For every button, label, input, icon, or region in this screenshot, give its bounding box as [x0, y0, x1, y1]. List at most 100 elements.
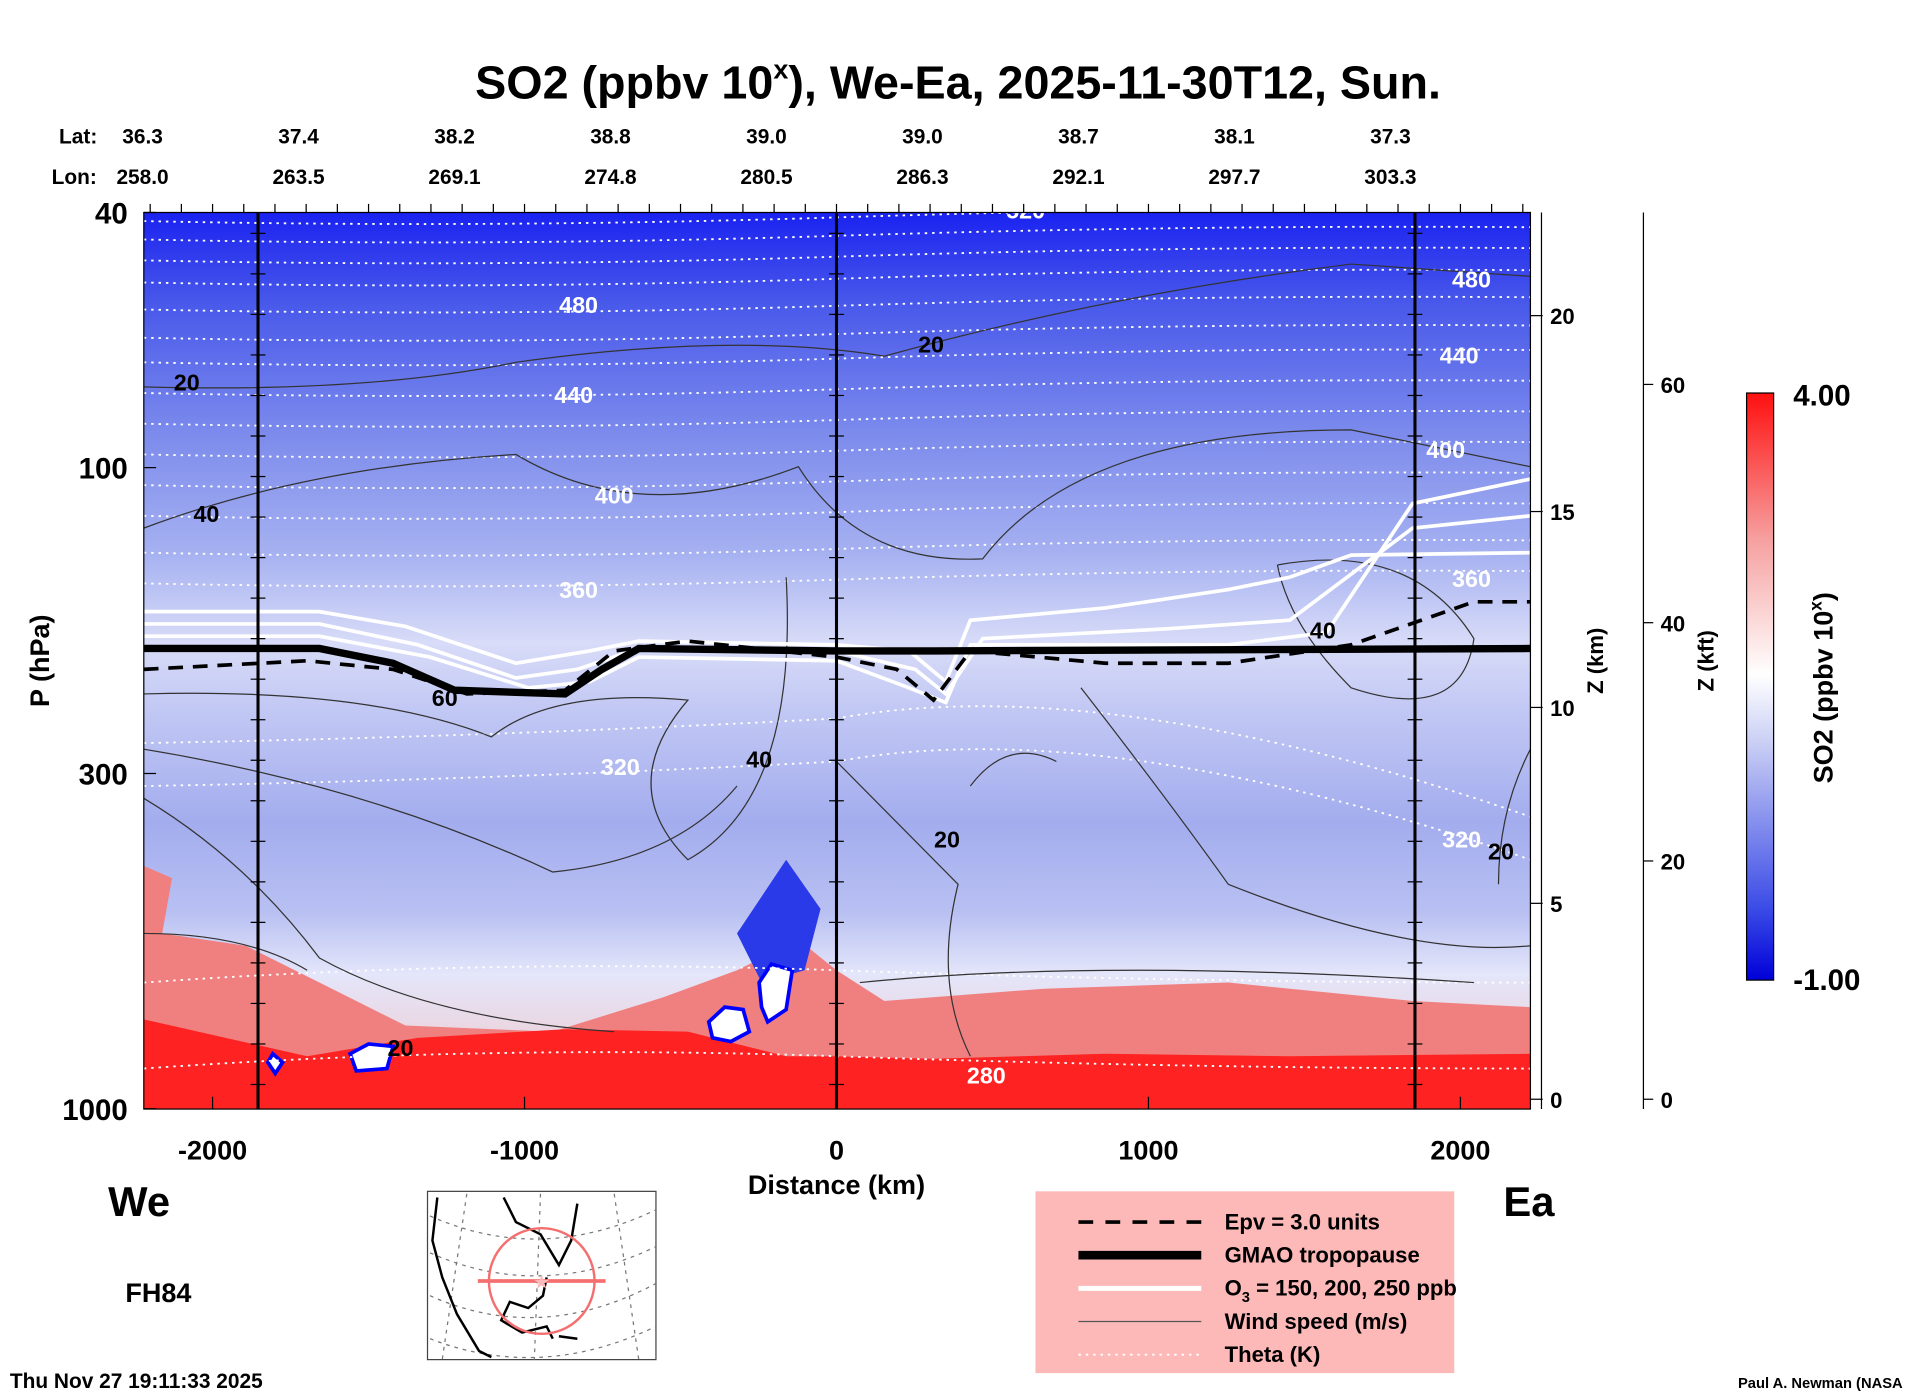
- lat-value: 37.3: [1370, 126, 1411, 149]
- x-tick-label: -1000: [490, 1135, 559, 1165]
- wind-speed-contour: [859, 969, 1474, 984]
- center-star-icon: ★: [533, 1271, 551, 1293]
- theta-contour-label: 280: [967, 1062, 1006, 1088]
- lat-value: 38.2: [434, 126, 475, 149]
- legend-label: O3 = 150, 200, 250 ppb: [1225, 1276, 1457, 1306]
- z-km-tick-label: 15: [1550, 500, 1575, 525]
- legend-label: Theta (K): [1225, 1342, 1321, 1367]
- lon-label: Lon:: [52, 166, 97, 189]
- theta-contour-label: 320: [1442, 826, 1481, 852]
- east-end-label: Ea: [1503, 1178, 1555, 1225]
- wind-speed-contour: [1080, 687, 1531, 949]
- so2-low-patch: [737, 859, 821, 983]
- lat-label: Lat:: [59, 126, 97, 149]
- y-tick-label: 100: [79, 453, 128, 486]
- wind-speed-contour: [143, 429, 1531, 560]
- theta-contour-label: 520: [1006, 198, 1045, 224]
- z-kft-tick-label: 20: [1661, 850, 1686, 875]
- lon-value: 258.0: [116, 166, 168, 189]
- lon-value: 274.8: [584, 166, 636, 189]
- wind-speed-contour: [1276, 559, 1475, 700]
- colorbar-max-label: 4.00: [1793, 379, 1850, 412]
- lat-value: 39.0: [902, 126, 943, 149]
- wind-contour-label: 20: [1488, 839, 1514, 865]
- theta-contour-label: 440: [554, 382, 593, 408]
- wind-contour-label: 40: [193, 501, 219, 527]
- lat-value: 38.8: [590, 126, 631, 149]
- tropopause-line: [143, 644, 1531, 698]
- theta-contour-label: 400: [595, 483, 634, 509]
- coastline: [431, 1196, 579, 1359]
- lon-value: 263.5: [272, 166, 325, 189]
- z-kft-tick-label: 0: [1661, 1088, 1673, 1113]
- wind-speed-contour: [143, 577, 788, 861]
- legend-label: Epv = 3.0 units: [1225, 1209, 1380, 1234]
- location-minimap: ★: [426, 1190, 657, 1361]
- y-axis-label: P (hPa): [25, 614, 55, 707]
- wind-contour-label: 20: [934, 826, 960, 852]
- west-end-label: We: [108, 1178, 170, 1225]
- wind-speed-contour: [143, 748, 1531, 971]
- lat-value: 36.3: [122, 126, 163, 149]
- lat-value: 38.1: [1214, 126, 1255, 149]
- theta-contour-label: 320: [601, 754, 640, 780]
- lon-value: 280.5: [740, 166, 793, 189]
- colorbar-label: SO2 (ppbv 10x): [1806, 592, 1839, 783]
- wind-speed-contour: [143, 748, 738, 873]
- x-tick-label: -2000: [178, 1135, 247, 1165]
- z-km-tick-label: 10: [1550, 696, 1575, 721]
- credit: Paul A. Newman (NASA: [1738, 1376, 1903, 1392]
- lat-value: 38.7: [1058, 126, 1099, 149]
- so2-low-patch: [265, 961, 795, 1077]
- z-kft-axis-label: Z (kft): [1693, 630, 1718, 691]
- x-tick-label: 0: [829, 1135, 844, 1165]
- y-tick-label: 40: [95, 198, 128, 231]
- theta-contour-label: 360: [1452, 566, 1491, 592]
- forecast-hour: FH84: [125, 1278, 191, 1308]
- lon-value: 292.1: [1052, 166, 1105, 189]
- x-tick-label: 1000: [1118, 1135, 1178, 1165]
- wind-contour-label: 40: [746, 747, 772, 773]
- timestamp: Thu Nov 27 19:11:33 2025: [10, 1370, 263, 1393]
- wind-contour-label: 20: [174, 370, 200, 396]
- ozone-contour: [143, 477, 1531, 705]
- lon-value: 286.3: [896, 166, 948, 189]
- epv-line: [143, 599, 1531, 703]
- ozone-contour: [143, 514, 1531, 697]
- x-tick-label: 2000: [1430, 1135, 1490, 1165]
- wind-speed-contour: [143, 797, 615, 1033]
- wind-speed-contour: [836, 752, 1057, 1057]
- z-kft-tick-label: 40: [1661, 611, 1686, 636]
- wind-contour-label: 40: [1310, 618, 1336, 644]
- z-kft-tick-label: 60: [1661, 373, 1686, 398]
- theta-contour-label: 400: [1426, 437, 1465, 463]
- legend: Epv = 3.0 units GMAO tropopause O3 = 150, …: [1035, 1191, 1457, 1374]
- legend-label: Wind speed (m/s): [1225, 1309, 1408, 1334]
- lon-value: 269.1: [428, 166, 481, 189]
- theta-contour-label: 360: [559, 577, 598, 603]
- chart-title: SO2 (ppbv 10x), We-Ea, 2025-11-30T12, Su…: [475, 55, 1441, 109]
- y-tick-label: 300: [79, 759, 128, 792]
- wind-contour-label: 20: [388, 1035, 414, 1061]
- z-km-tick-label: 20: [1550, 304, 1575, 329]
- lat-value: 39.0: [746, 126, 787, 149]
- y-tick-label: 1000: [62, 1094, 128, 1127]
- x-axis-label: Distance (km): [748, 1170, 925, 1200]
- lon-value: 297.7: [1208, 166, 1260, 189]
- lon-value: 303.3: [1364, 166, 1416, 189]
- colorbar: [1745, 392, 1775, 981]
- wind-speed-contour: [143, 263, 1531, 389]
- colorbar-min-label: -1.00: [1793, 964, 1860, 997]
- wind-contour-label: 20: [918, 331, 944, 357]
- lat-value: 37.4: [278, 126, 319, 149]
- theta-contour-label: 440: [1440, 343, 1479, 369]
- plot-area: 520 480 440 400 360 320 320 280 480 440 400 360 20 40…: [143, 198, 1531, 1110]
- legend-label: GMAO tropopause: [1225, 1243, 1420, 1268]
- theta-contour-label: 480: [1452, 266, 1491, 292]
- theta-contour-label: 480: [559, 292, 598, 318]
- z-km-tick-label: 0: [1550, 1088, 1562, 1113]
- z-km-axis-label: Z (km): [1583, 628, 1608, 694]
- wind-contour-label: 60: [432, 685, 458, 711]
- z-km-tick-label: 5: [1550, 892, 1562, 917]
